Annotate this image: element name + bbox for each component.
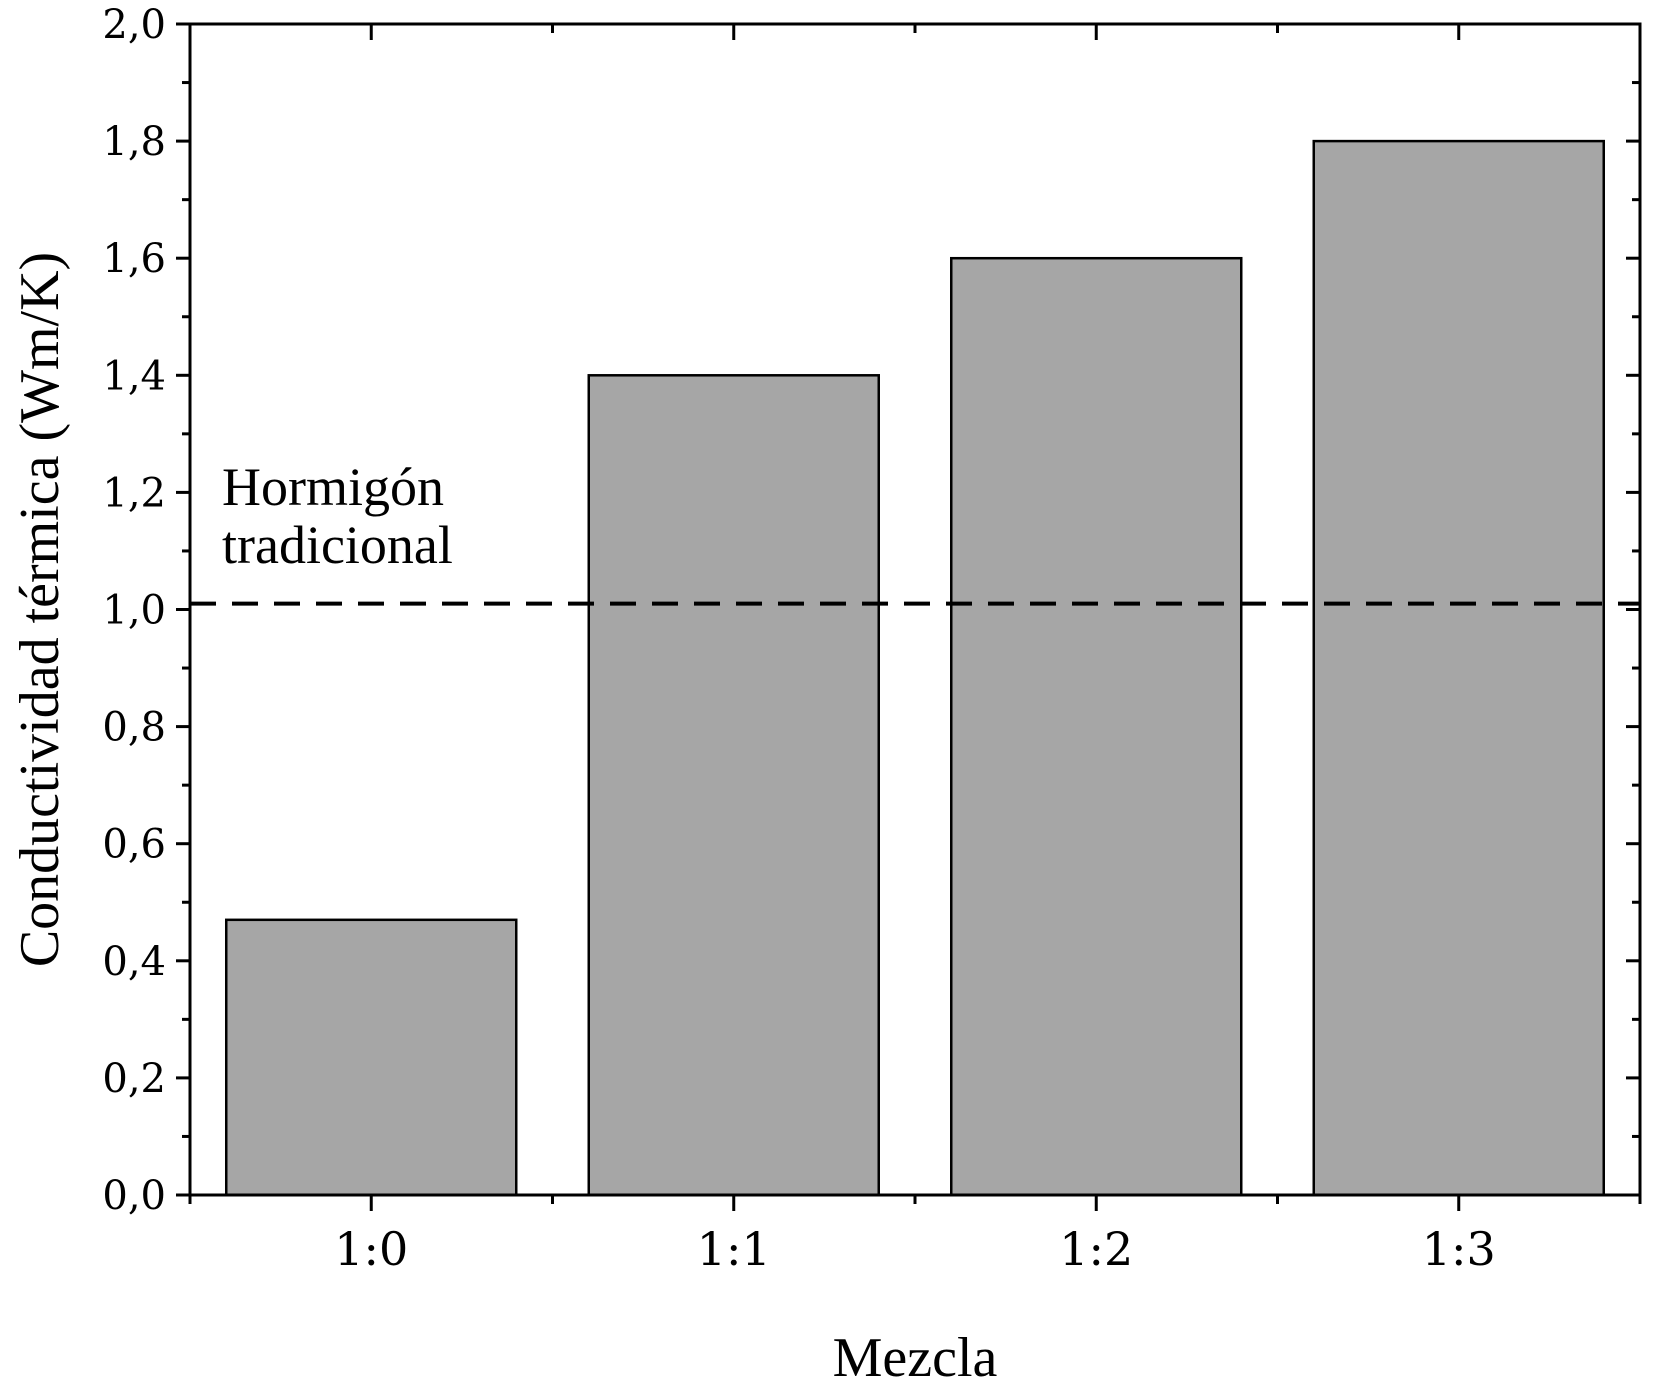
x-tick-label: 1:1	[697, 1222, 771, 1276]
x-tick-label: 1:0	[334, 1222, 408, 1276]
annotation-line: Hormigón	[222, 457, 444, 517]
ticks-group	[176, 22, 1642, 1211]
x-tick-labels: 1:0 1:1 1:2 1:3	[334, 1222, 1496, 1276]
y-tick-label: 1,0	[102, 588, 166, 634]
x-tick-label: 1:3	[1422, 1222, 1496, 1276]
y-tick-label: 1,4	[102, 353, 166, 399]
bar-1:2	[950, 256, 1243, 1197]
bar-1:3	[1312, 139, 1605, 1197]
y-tick-labels: 0,0 0,2 0,4 0,6 0,8 1,0 1,2 1,4 1,6 1,8 2,0	[102, 2, 166, 1219]
x-axis-title: Mezcla	[833, 1327, 998, 1387]
y-tick-label: 1,8	[102, 119, 166, 165]
y-tick-label: 0,0	[102, 1173, 166, 1219]
y-tick-label: 1,2	[102, 470, 166, 516]
y-tick-label: 0,8	[102, 705, 166, 751]
bars-group	[225, 139, 1605, 1197]
y-tick-label: 2,0	[102, 2, 166, 48]
y-tick-label: 0,2	[102, 1056, 166, 1102]
x-tick-label: 1:2	[1059, 1222, 1133, 1276]
bar-1:1	[587, 374, 880, 1197]
y-tick-label: 1,6	[102, 236, 166, 282]
y-tick-label: 0,4	[102, 939, 166, 985]
annotation-line: tradicional	[222, 515, 453, 575]
y-tick-label: 0,6	[102, 822, 166, 868]
y-axis-title: Conductividad térmica (Wm/K)	[9, 252, 71, 967]
bar-1:0	[225, 918, 518, 1197]
